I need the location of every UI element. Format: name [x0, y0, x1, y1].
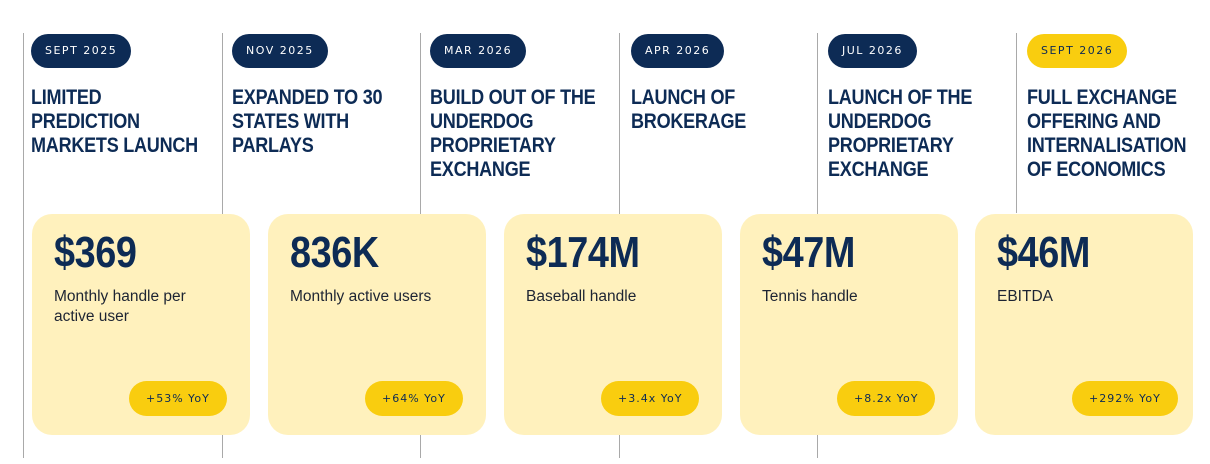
metric-card-ebitda: $46M EBITDA +292% YoY — [975, 214, 1193, 435]
milestone-title: BUILD OUT OF THE UNDERDOG PROPRIETARY EX… — [430, 86, 596, 181]
milestone-title: FULL EXCHANGE OFFERING AND INTERNALISATI… — [1027, 86, 1187, 181]
milestone-title: LAUNCH OF BROKERAGE — [631, 86, 747, 133]
metric-card-baseball-handle: $174M Baseball handle +3.4x YoY — [504, 214, 722, 435]
yoy-badge: +292% YoY — [1072, 381, 1178, 416]
milestone-jul-2026: JUL 2026 LAUNCH OF THE UNDERDOG PROPRIET… — [828, 34, 1018, 182]
date-pill: NOV 2025 — [232, 34, 328, 68]
timeline-divider — [23, 33, 24, 458]
milestone-sept-2025: SEPT 2025 LIMITED PREDICTION MARKETS LAU… — [31, 34, 221, 158]
date-pill: SEPT 2025 — [31, 34, 132, 68]
yoy-badge: +53% YoY — [129, 381, 227, 416]
milestone-apr-2026: APR 2026 LAUNCH OF BROKERAGE — [631, 34, 821, 134]
metric-value: $47M — [762, 228, 855, 277]
yoy-badge: +3.4x YoY — [601, 381, 700, 416]
date-pill: APR 2026 — [631, 34, 725, 68]
milestone-sept-2026: SEPT 2026 FULL EXCHANGE OFFERING AND INT… — [1027, 34, 1210, 182]
metric-label: Tennis handle — [762, 288, 858, 305]
milestone-title: LIMITED PREDICTION MARKETS LAUNCH — [31, 86, 198, 157]
yoy-badge: +8.2x YoY — [837, 381, 936, 416]
milestone-title: LAUNCH OF THE UNDERDOG PROPRIETARY EXCHA… — [828, 86, 973, 181]
metric-label: Monthly active users — [290, 288, 432, 305]
metric-card-active-users: 836K Monthly active users +64% YoY — [268, 214, 486, 435]
metric-card-tennis-handle: $47M Tennis handle +8.2x YoY — [740, 214, 958, 435]
yoy-badge: +64% YoY — [365, 381, 463, 416]
metric-label: Baseball handle — [526, 288, 637, 305]
milestone-nov-2025: NOV 2025 EXPANDED TO 30 STATES WITH PARL… — [232, 34, 422, 158]
metric-value: $46M — [997, 228, 1090, 277]
metric-card-handle-per-user: $369 Monthly handle per active user +53%… — [32, 214, 250, 435]
milestone-title: EXPANDED TO 30 STATES WITH PARLAYS — [232, 86, 383, 157]
date-pill: MAR 2026 — [430, 34, 527, 68]
milestone-mar-2026: MAR 2026 BUILD OUT OF THE UNDERDOG PROPR… — [430, 34, 620, 182]
date-pill: JUL 2026 — [828, 34, 917, 68]
metric-value: 836K — [290, 228, 379, 277]
date-pill: SEPT 2026 — [1027, 34, 1128, 68]
metric-label: Monthly handle per active user — [54, 288, 186, 325]
metric-label: EBITDA — [997, 288, 1053, 305]
metric-value: $369 — [54, 228, 137, 277]
timeline-divider — [1016, 33, 1017, 213]
metric-value: $174M — [526, 228, 640, 277]
